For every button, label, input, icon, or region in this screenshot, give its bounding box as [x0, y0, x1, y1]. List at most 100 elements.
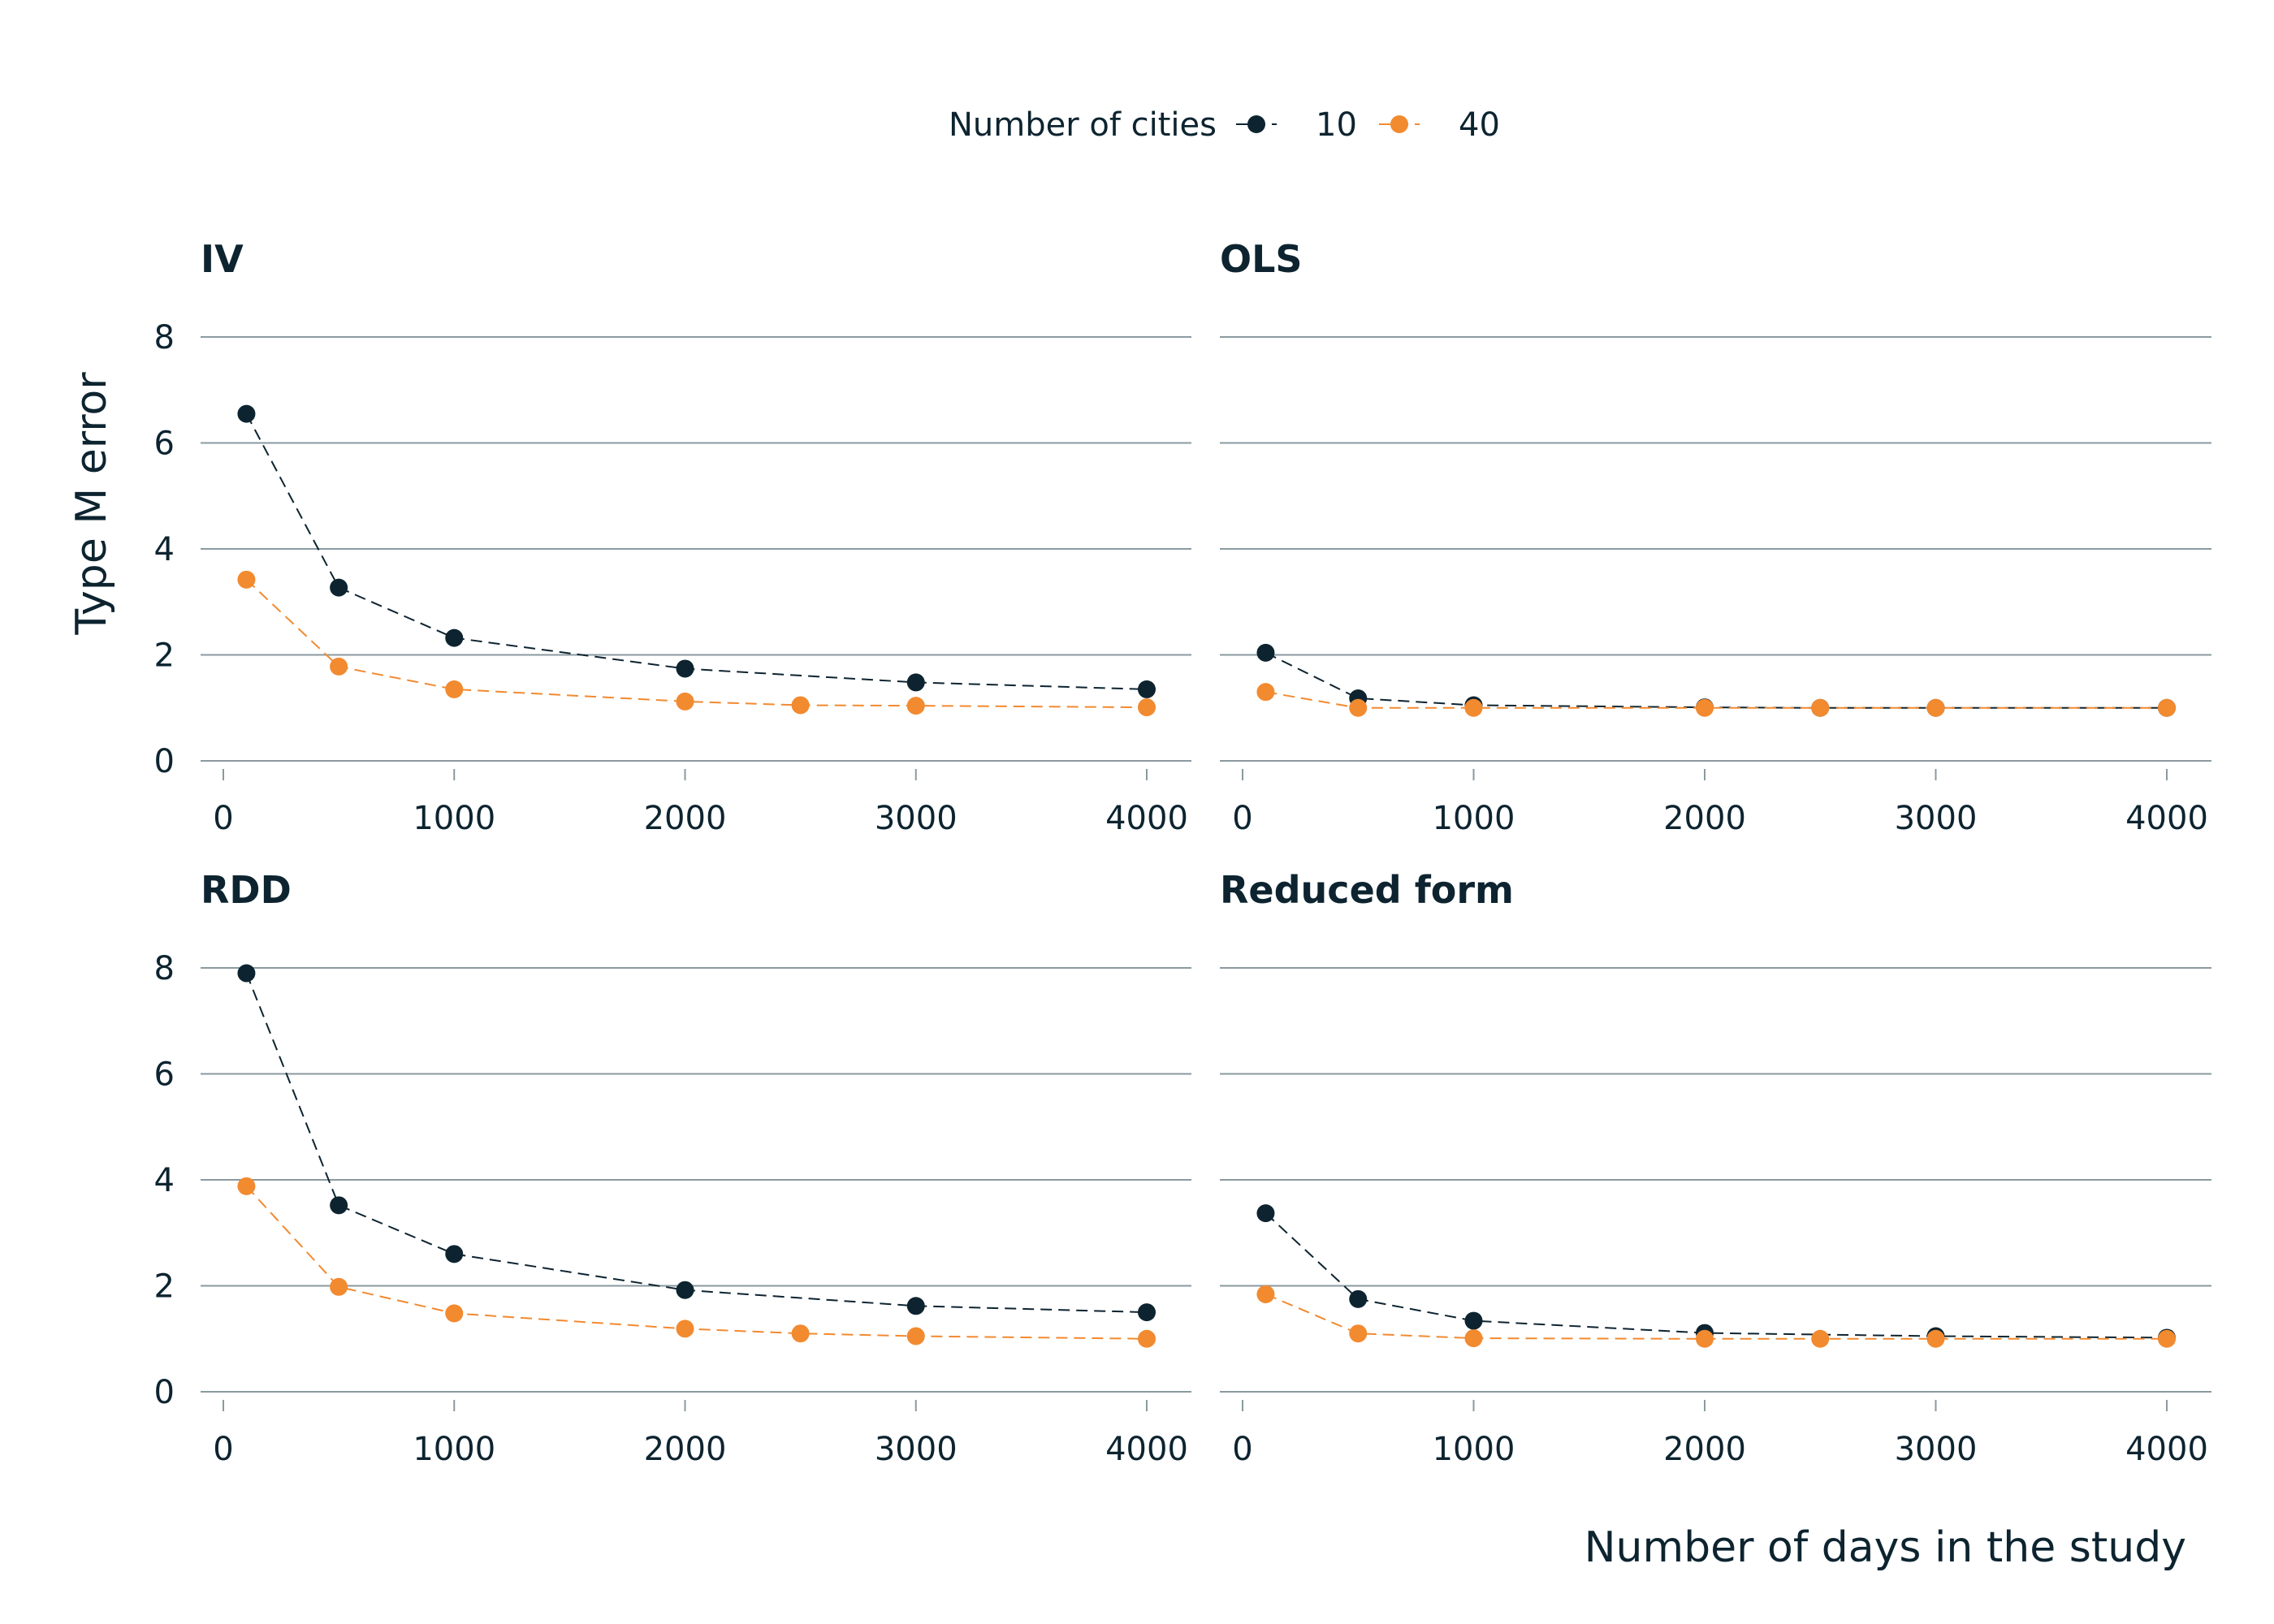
x-tick-label: 0 — [1232, 800, 1252, 837]
x-tick-label: 3000 — [1895, 800, 1978, 837]
legend-entry-10: 10 — [1236, 106, 1357, 144]
data-point — [1464, 1329, 1483, 1348]
data-point — [676, 692, 694, 710]
x-tick-label: 2000 — [644, 1431, 727, 1468]
series-line — [245, 1186, 1148, 1340]
data-point — [1926, 1329, 1945, 1348]
panel-reduced-form: Reduced form 0 1000 2000 3000 4000 — [1220, 868, 2211, 1468]
data-point — [445, 1304, 464, 1323]
legend-key-point — [1247, 115, 1265, 133]
data-point — [445, 628, 464, 647]
legend-entry-40: 40 — [1379, 106, 1500, 144]
data-point — [330, 1277, 348, 1296]
y-tick-label: 2 — [154, 637, 175, 675]
x-tick-label: 3000 — [875, 800, 958, 837]
data-point — [1464, 698, 1483, 717]
legend-label: 10 — [1316, 106, 1357, 144]
data-point — [1811, 1329, 1830, 1348]
data-point — [1256, 683, 1275, 702]
y-tick-label: 6 — [154, 1056, 175, 1094]
data-point — [791, 1324, 810, 1343]
data-point — [237, 570, 256, 589]
data-point — [1464, 1311, 1483, 1330]
data-point — [906, 697, 925, 715]
data-point — [1256, 1204, 1275, 1223]
legend-label: 40 — [1459, 106, 1500, 144]
y-tick-label: 4 — [154, 1162, 175, 1199]
y-tick-label: 2 — [154, 1268, 175, 1306]
panel-title: IV — [201, 237, 244, 281]
x-tick-label: 2000 — [1663, 1431, 1746, 1468]
y-tick-label: 0 — [154, 1374, 175, 1411]
series-10 — [237, 404, 1156, 698]
y-tick-label: 8 — [154, 319, 175, 356]
data-point — [1138, 698, 1156, 717]
data-point — [1349, 1324, 1368, 1343]
series-line — [1265, 691, 2167, 709]
data-point — [791, 696, 810, 715]
data-point — [676, 1320, 694, 1338]
data-point — [2158, 698, 2176, 717]
panel-title: Reduced form — [1220, 868, 1514, 912]
data-point — [1138, 1303, 1156, 1322]
x-tick-label: 2000 — [644, 800, 727, 837]
data-point — [1811, 698, 1830, 717]
y-tick-label: 8 — [154, 950, 175, 987]
panel-title: RDD — [201, 868, 292, 912]
x-tick-label: 4000 — [1105, 800, 1188, 837]
series-40 — [237, 1177, 1156, 1348]
x-tick-label: 4000 — [2125, 1431, 2208, 1468]
panel-rdd: RDD 0 2 4 6 8 0 1000 2000 3000 4000 — [154, 868, 1191, 1468]
legend-entries: 10 40 — [1236, 106, 1500, 144]
data-point — [330, 657, 348, 676]
data-point — [676, 1281, 694, 1299]
data-point — [906, 673, 925, 692]
panel-ols: OLS 0 1000 2000 3000 4000 — [1220, 237, 2211, 837]
y-axis-title: Type M error — [67, 372, 116, 636]
x-tick-label: 1000 — [413, 1431, 495, 1468]
legend-title: Number of cities — [949, 106, 1217, 144]
y-tick-label: 4 — [154, 531, 175, 568]
x-tick-label: 3000 — [875, 1431, 958, 1468]
data-point — [1138, 1329, 1156, 1348]
legend-key-point — [1390, 115, 1408, 133]
x-axis-title: Number of days in the study — [1584, 1523, 2186, 1572]
panel-iv: IV 0 2 4 6 8 0 1000 2000 3000 4000 — [154, 237, 1191, 837]
series-40 — [1256, 1285, 2176, 1348]
series-line — [1265, 1293, 2167, 1340]
x-tick-label: 4000 — [2125, 800, 2208, 837]
series-line — [245, 413, 1148, 690]
x-tick-label: 1000 — [1433, 800, 1515, 837]
data-point — [237, 404, 256, 423]
data-point — [906, 1297, 925, 1315]
data-point — [1696, 1329, 1714, 1348]
data-point — [1138, 680, 1156, 698]
x-tick-label: 0 — [213, 800, 233, 837]
series-line — [1265, 652, 2167, 709]
data-point — [330, 1196, 348, 1215]
x-tick-label: 0 — [213, 1431, 233, 1468]
series-line — [245, 579, 1148, 709]
x-tick-label: 2000 — [1663, 800, 1746, 837]
data-point — [1349, 698, 1368, 717]
series-40 — [237, 570, 1156, 717]
data-point — [1256, 1285, 1275, 1303]
data-point — [906, 1327, 925, 1345]
data-point — [1256, 643, 1275, 662]
data-point — [1926, 698, 1945, 717]
data-point — [237, 964, 256, 983]
x-tick-label: 1000 — [413, 800, 495, 837]
series-10 — [237, 964, 1156, 1322]
data-point — [330, 578, 348, 597]
legend: Number of cities 10 40 — [949, 106, 1500, 144]
data-point — [2158, 1329, 2176, 1348]
series-10 — [1256, 1204, 2176, 1347]
x-tick-label: 3000 — [1895, 1431, 1978, 1468]
data-point — [445, 680, 464, 698]
series-line — [245, 973, 1148, 1314]
x-tick-label: 1000 — [1433, 1431, 1515, 1468]
data-point — [676, 659, 694, 678]
data-point — [237, 1177, 256, 1195]
